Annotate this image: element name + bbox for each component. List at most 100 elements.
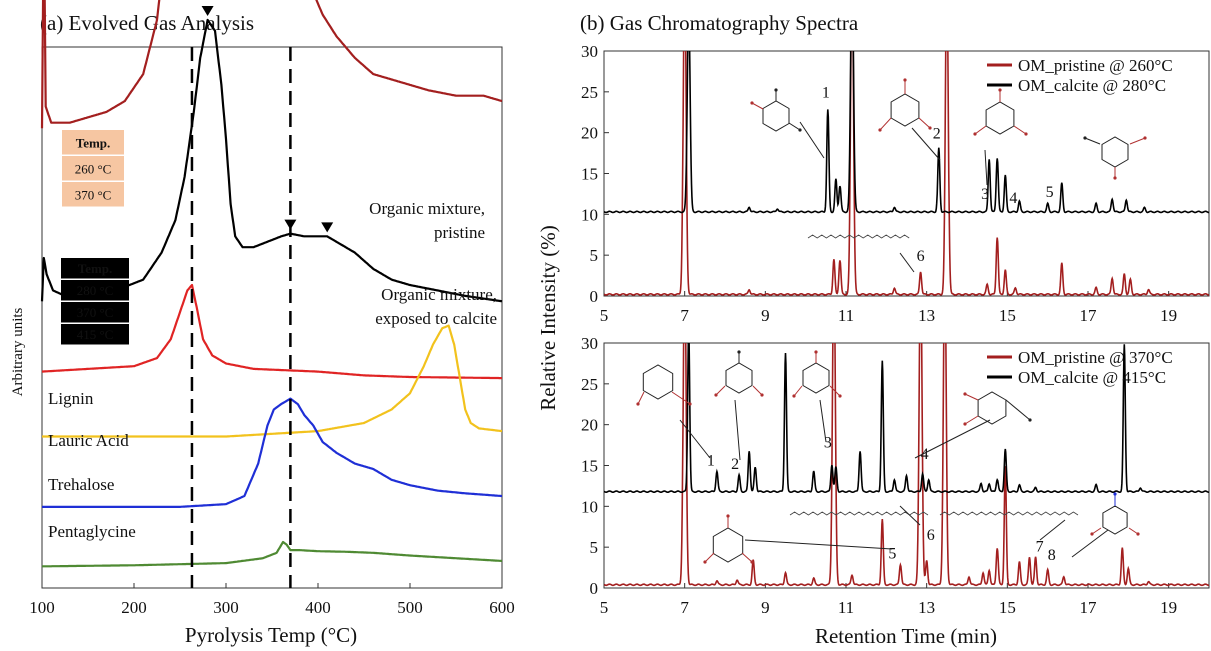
temp-box-cell: [62, 182, 124, 207]
legend-label: OM_calcite @ 415°C: [1018, 368, 1166, 387]
x-tick-label: 11: [838, 598, 854, 617]
leader-arrow: [984, 149, 988, 186]
molecule-atom: [838, 394, 842, 398]
x-tick-label: 7: [680, 306, 689, 325]
structure-1: [750, 88, 802, 132]
leader-arrow: [1071, 529, 1109, 558]
panel-b-title: (b) Gas Chromatography Spectra: [580, 11, 859, 35]
temp-box-cell: [62, 156, 124, 181]
temp-box-value: 415 °C: [77, 327, 114, 342]
panel-a-peak-marker-3: [284, 219, 297, 230]
molecule-ring: [977, 391, 1007, 425]
molecule-bond: [829, 385, 841, 397]
molecule-atom: [814, 350, 818, 354]
peak-label: 1: [822, 85, 830, 102]
structure-b5: [703, 514, 754, 564]
peak-label: 7: [1036, 538, 1044, 555]
molecule-bond: [879, 117, 892, 131]
chain-sketch-6: [807, 234, 910, 239]
molecule-atom: [703, 560, 707, 564]
molecule-bond: [671, 391, 691, 405]
molecule-atom: [998, 88, 1002, 92]
panel-a-series-label: exposed to calcite: [375, 309, 497, 328]
molecule-ring: [890, 93, 920, 127]
y-tick-label: 30: [581, 334, 598, 353]
molecule-bond: [1013, 125, 1027, 135]
x-tick-label: 19: [1160, 306, 1177, 325]
leader-arrow: [679, 419, 711, 459]
chemical-structures: [636, 78, 1147, 564]
temp-box-value: 370 °C: [75, 188, 112, 203]
molecule-bond: [1084, 137, 1101, 145]
molecule-atom: [1136, 532, 1140, 536]
temp-box-calcite: Temp. 280 °C 370 °C 415 °C: [61, 258, 129, 345]
structure-b3: [792, 350, 842, 398]
molecule-bond: [704, 552, 715, 563]
molecule-bond: [918, 117, 931, 129]
series-line-1: [604, 51, 1209, 214]
molecule-bond: [741, 552, 753, 563]
leader-arrow: [744, 539, 893, 550]
panel-a-x-tick-label: 600: [489, 598, 515, 617]
panel-a-y-axis-label: Arbitrary units: [10, 307, 26, 396]
leader-arrow: [899, 252, 915, 273]
panel-a-plot: 100 200 300 400 500 600 Organic mixture, pristi…: [29, 0, 515, 617]
panel-a-series-label: Lignin: [48, 389, 94, 408]
molecule-atom: [963, 422, 967, 426]
molecule-atom: [726, 514, 730, 518]
molecule-atom: [1113, 492, 1117, 496]
molecule-bond: [793, 385, 803, 397]
y-tick-label: 0: [590, 579, 599, 598]
y-tick-label: 5: [590, 246, 599, 265]
chain-sketch-b6: [789, 511, 929, 516]
y-tick-label: 10: [581, 205, 598, 224]
legend-label: OM_calcite @ 280°C: [1018, 76, 1166, 95]
molecule-atom: [963, 392, 967, 396]
panel-b-x-axis-label: Retention Time (min): [815, 624, 997, 648]
peak-label: 6: [927, 527, 935, 544]
temp-box-cell: [61, 302, 129, 323]
panel-a-series-label: Lauric Acid: [48, 431, 129, 450]
leader-arrow: [911, 127, 941, 161]
peak-label: 3: [824, 435, 832, 452]
structure-2: [878, 78, 932, 132]
x-tick-label: 9: [761, 598, 770, 617]
molecule-atom: [1083, 136, 1087, 140]
leader-arrow: [914, 419, 991, 459]
temp-box-cell: [61, 324, 129, 345]
leader-arrow: [734, 399, 741, 461]
temp-box-cell: [62, 130, 124, 155]
molecule-atom: [1024, 132, 1028, 136]
temp-box-pristine: Temp. 260 °C 370 °C: [62, 130, 124, 207]
leader-arrow: [799, 121, 825, 159]
molecule-ring: [725, 362, 753, 394]
panel-a-peak-marker-4: [321, 222, 334, 233]
panel-a-series-label: Pentaglycine: [48, 522, 136, 541]
molecule-atom: [973, 132, 977, 136]
panel-a-series-line-3: [41, 324, 503, 438]
y-tick-label: 15: [581, 457, 598, 476]
molecule-bond: [964, 393, 979, 401]
peak-label: 6: [917, 248, 925, 265]
peak-label: 4: [921, 446, 929, 463]
molecule-ring: [642, 364, 674, 400]
molecule-atom: [774, 88, 778, 92]
structure-3: [973, 88, 1028, 136]
y-tick-label: 0: [590, 287, 599, 306]
y-tick-label: 10: [581, 497, 598, 516]
legend-label: OM_pristine @ 370°C: [1018, 348, 1173, 367]
series-line-0: [604, 343, 1209, 587]
structure-b4: [963, 391, 1032, 426]
x-tick-label: 13: [918, 306, 935, 325]
molecule-bond: [715, 385, 726, 396]
x-tick-label: 17: [1080, 598, 1098, 617]
peak-label: 1: [707, 453, 715, 470]
panel-a-series-label: Trehalose: [48, 475, 114, 494]
x-tick-label: 5: [600, 306, 609, 325]
series-line-1: [604, 343, 1209, 494]
molecule-atom: [1028, 418, 1032, 422]
temp-box-value: 260 °C: [75, 162, 112, 177]
